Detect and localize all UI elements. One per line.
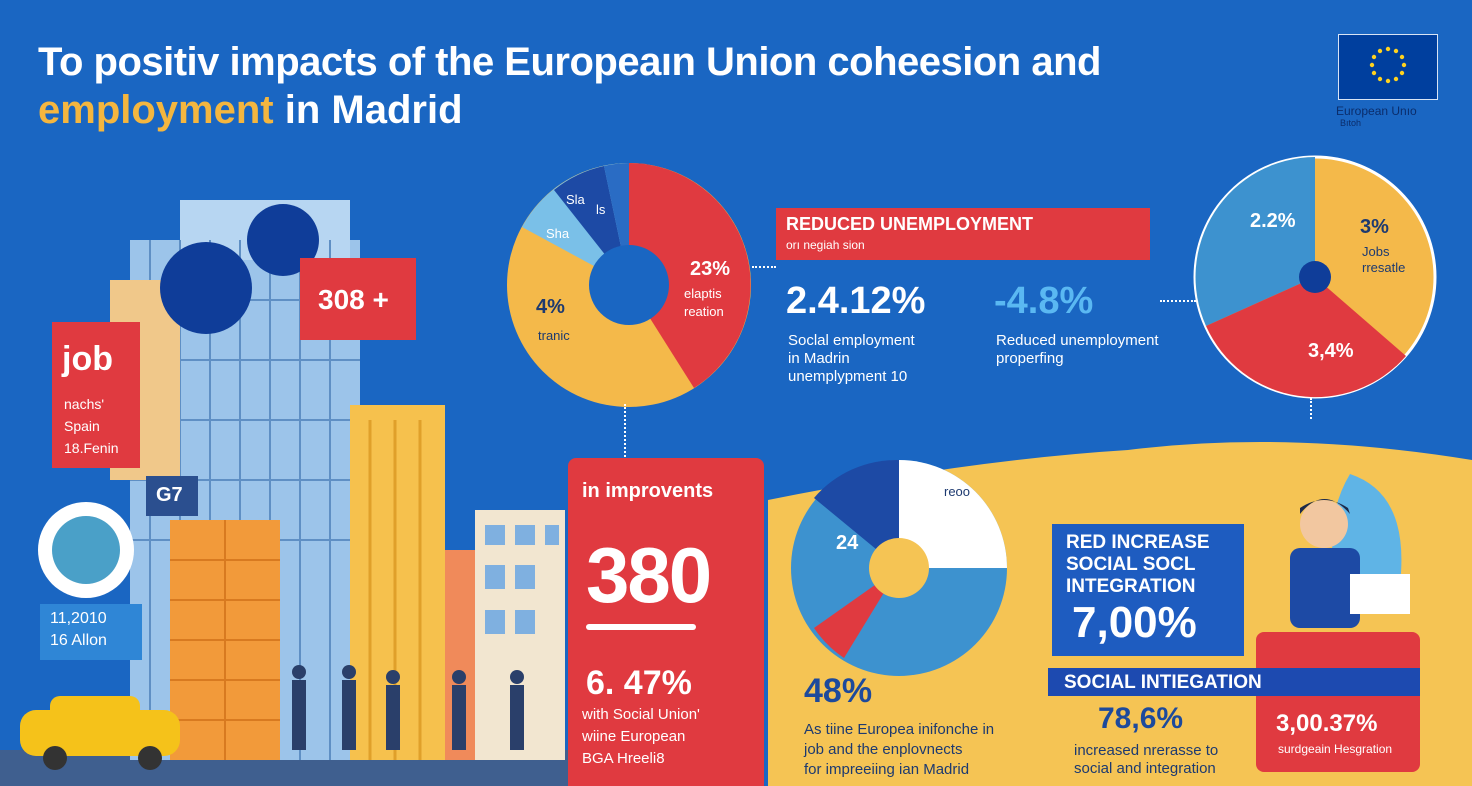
- title-highlight: employment: [38, 88, 274, 132]
- eu-sublabel: Bıtoh: [1340, 118, 1362, 128]
- improvements-title: in improvents: [582, 480, 714, 502]
- bottom-pie-label-a: 24: [836, 532, 859, 554]
- unemployment-desc-2: Reduced unemployment properfing: [996, 332, 1159, 368]
- stat-2010-line2: 16 Allon: [50, 632, 107, 649]
- right-pie-label-b-sub1: Jobs: [1362, 244, 1390, 259]
- stat-308-badge: 308 +: [300, 258, 416, 340]
- integration-stat-sub: surdgeain Hesgration: [1278, 742, 1393, 756]
- improvements-percent: 6. 47%: [586, 664, 692, 702]
- stat-48-line2: job and the enplovnects: [804, 741, 963, 758]
- unemployment-desc-1-line2: in Madrin: [788, 350, 850, 367]
- right-pie-label-a: 2.2%: [1250, 210, 1296, 232]
- social-increase-value: 7,00%: [1072, 598, 1197, 647]
- connector-line: [752, 266, 776, 268]
- social-increase-line1: RED INCREASE: [1066, 532, 1210, 553]
- improvements-line2: wiine European: [582, 728, 686, 745]
- left-donut-label-b-sub: tranic: [538, 328, 570, 343]
- integration-stat-value: 3,00.37%: [1276, 710, 1378, 737]
- bottom-pie-chart: [791, 459, 1007, 676]
- unemployment-desc-2-line1: Reduced unemployment: [996, 332, 1159, 349]
- integration-stat-card: 3,00.37% surdgeain Hesgration: [1256, 632, 1420, 772]
- reduced-unemployment-banner: REDUCED UNEMPLOYMENT orı negiah sion: [776, 208, 1150, 260]
- unemployment-desc-1-line1: Soclal employment: [788, 332, 915, 349]
- connector-line: [1160, 300, 1196, 302]
- eu-stars-icon: [1369, 46, 1407, 84]
- city-illustration: [0, 200, 570, 786]
- job-badge-line3: 18.Fenin: [64, 440, 119, 456]
- right-pie-label-b: 3%: [1360, 216, 1389, 238]
- bottom-pie-label-b: reoo: [944, 484, 971, 499]
- right-pie-label-b-sub2: rresatle: [1362, 260, 1406, 275]
- title-rest: in Madrid: [273, 88, 463, 132]
- job-badge-title: job: [62, 340, 113, 378]
- stat-48-line3: for impreeiing ian Madrid: [804, 761, 970, 778]
- stat-786-value: 78,6%: [1098, 702, 1184, 735]
- g7-badge: G7: [146, 476, 198, 516]
- right-pie-label-c: 3,4%: [1308, 340, 1354, 362]
- stat-2010-line1: 11,2010: [50, 610, 107, 627]
- unemployment-desc-1-line3: unemplypment 10: [788, 368, 908, 385]
- stat-786-line1: increased nrerasse to: [1074, 742, 1219, 759]
- social-increase-line3: INTEGRATION: [1066, 576, 1196, 597]
- unemployment-desc-1: Soclal employment in Madrin unemplypment…: [788, 332, 915, 386]
- stat-48-line1: As tiine Europea inifonche in: [804, 721, 995, 738]
- left-donut-small-c: Sha: [546, 226, 570, 241]
- left-donut-label-a-sub2: reation: [684, 304, 724, 319]
- social-integration-label: SOCIAL INTIEGATION: [1064, 672, 1262, 693]
- improvements-line1: with Social Union': [582, 706, 700, 723]
- unemployment-stat-1: 2.4.12%: [786, 280, 926, 322]
- left-donut-label-b: 4%: [536, 296, 565, 318]
- eu-flag-icon: [1338, 34, 1438, 100]
- page-subtitle: employment in Madrid: [38, 88, 463, 133]
- job-badge-line2: Spain: [64, 418, 100, 434]
- unemployment-desc-2-line2: properfing: [996, 350, 1064, 367]
- right-pie-chart: [1193, 155, 1437, 399]
- eu-label: European Unıo: [1336, 104, 1417, 118]
- social-increase-card: RED INCREASE SOCIAL SOCL INTEGRATION 7,0…: [1052, 524, 1244, 656]
- unemployment-stat-2: -4.8%: [994, 280, 1094, 322]
- reduced-unemployment-title: REDUCED UNEMPLOYMENT: [786, 214, 1034, 234]
- left-donut-chart: [507, 163, 751, 407]
- job-badge: job nachs' Spain 18.Fenin: [52, 322, 140, 468]
- panel-wave: [768, 420, 1472, 540]
- left-donut-small-b: ls: [596, 202, 606, 217]
- left-donut-label-a: 23%: [690, 258, 731, 280]
- reduced-unemployment-sub: orı negiah sion: [786, 238, 865, 252]
- left-donut-small-a: Sla: [566, 192, 585, 207]
- stat-48-desc: As tiine Europea inifonche in job and th…: [804, 720, 994, 780]
- social-increase-line2: SOCIAL SOCL: [1066, 554, 1196, 575]
- connector-line: [624, 404, 626, 460]
- stat-786-desc: increased nrerasse to social and integra…: [1074, 742, 1218, 778]
- improvements-value: 380: [586, 531, 712, 619]
- page-title: To positiv impacts of the Europeaın Unio…: [38, 40, 1101, 84]
- improvements-line3: BGA Hreeli8: [582, 750, 665, 767]
- stat-48-value: 48%: [804, 672, 873, 710]
- stat-308-value: 308 +: [318, 284, 389, 315]
- social-integration-banner: SOCIAL INTIEGATION: [1048, 668, 1420, 696]
- connector-line: [1310, 398, 1312, 438]
- stat-786-line2: social and integration: [1074, 760, 1216, 777]
- left-donut-label-a-sub1: elaptis: [684, 286, 722, 301]
- g7-label: G7: [156, 484, 183, 506]
- job-badge-line1: nachs': [64, 396, 105, 412]
- worker-illustration: [1290, 474, 1410, 628]
- improvements-card: in improvents 380 6. 47% with Social Uni…: [568, 458, 764, 786]
- improvements-underline: [586, 624, 696, 630]
- stat-2010-badge: 11,2010 16 Allon: [40, 604, 142, 660]
